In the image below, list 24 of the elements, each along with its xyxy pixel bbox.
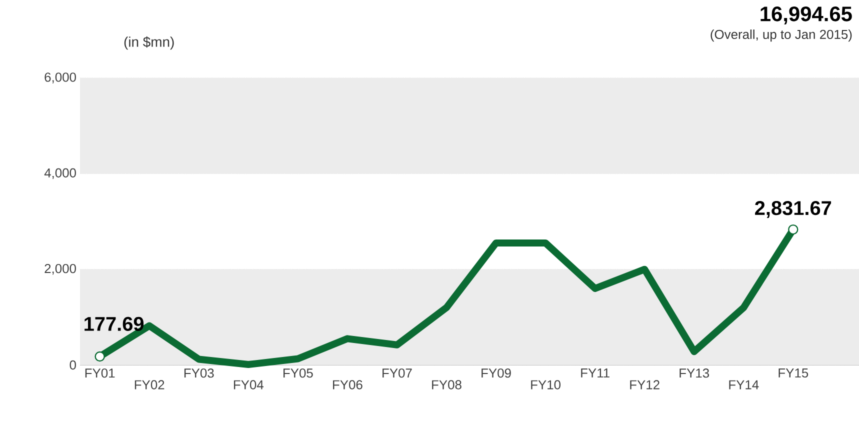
y-tick-label: 6,000 xyxy=(44,72,76,84)
x-tick-label: FY05 xyxy=(283,368,313,378)
y-tick-label: 0 xyxy=(70,360,76,370)
text: (Overall, up to Jan 2015) xyxy=(710,30,852,42)
x-tick-label: FY08 xyxy=(432,380,462,390)
data-label: 2,831.67 xyxy=(755,201,832,218)
x-tick-label: FY10 xyxy=(531,380,561,390)
x-tick-label: FY04 xyxy=(234,380,264,390)
x-tick-label: FY14 xyxy=(729,380,759,390)
y-tick-label: 2,000 xyxy=(44,264,76,275)
x-tick-label: FY12 xyxy=(630,380,660,390)
text: 16,994.65 xyxy=(760,6,852,24)
y-tick-label: 4,000 xyxy=(44,168,76,180)
x-tick-label: FY03 xyxy=(184,368,214,378)
x-tick-label: FY15 xyxy=(778,368,808,378)
x-tick-label: FY01 xyxy=(85,368,115,378)
x-tick-label: FY06 xyxy=(333,380,362,390)
data-label: 177.69 xyxy=(84,316,144,331)
x-tick-label: FY02 xyxy=(134,380,164,390)
x-tick-label: FY07 xyxy=(382,368,412,378)
x-tick-label: FY09 xyxy=(482,368,511,378)
x-tick-label: FY11 xyxy=(581,368,610,378)
x-tick-label: FY13 xyxy=(680,368,710,378)
text: (in $mn) xyxy=(124,36,174,50)
